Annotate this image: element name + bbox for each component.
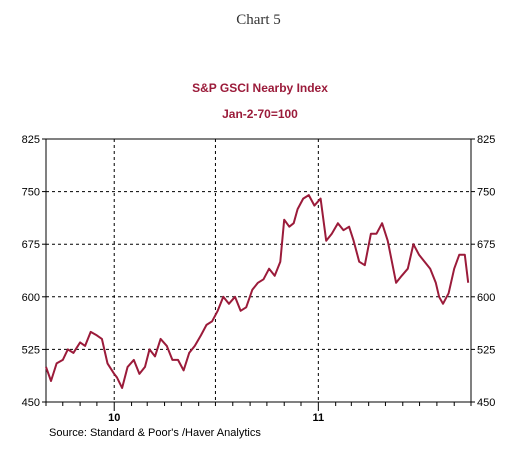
x-year-label: 10 <box>108 412 120 424</box>
y-tick-label-right: 600 <box>477 292 495 304</box>
grid-layer <box>46 139 471 402</box>
line-layer <box>45 194 470 389</box>
x-year-label: 11 <box>313 412 325 424</box>
y-tick-label-left: 525 <box>22 344 40 356</box>
y-tick-label-left: 750 <box>22 187 40 199</box>
y-tick-label-left: 450 <box>22 397 40 409</box>
y-tick-label-left: 600 <box>22 292 40 304</box>
y-tick-label-right: 525 <box>477 344 495 356</box>
chart-caption: Chart 5 <box>236 12 281 28</box>
y-tick-label-right: 450 <box>477 397 495 409</box>
y-tick-label-right: 825 <box>477 134 495 146</box>
y-tick-label-left: 825 <box>22 134 40 146</box>
y-tick-label-right: 750 <box>477 187 495 199</box>
y-tick-label-left: 675 <box>22 239 40 251</box>
plot-frame <box>45 138 472 403</box>
series-line <box>45 194 470 389</box>
source-note: Source: Standard & Poor's /Haver Analyti… <box>49 427 261 439</box>
tick-layer <box>42 138 475 411</box>
chart-subtitle: Jan-2-70=100 <box>222 107 298 121</box>
y-tick-label-right: 675 <box>477 239 495 251</box>
chart-title: S&P GSCI Nearby Index <box>192 81 328 95</box>
label-layer: 450 450 525 525 600 600 675 675 750 750 825 825 10 11 <box>22 134 496 424</box>
